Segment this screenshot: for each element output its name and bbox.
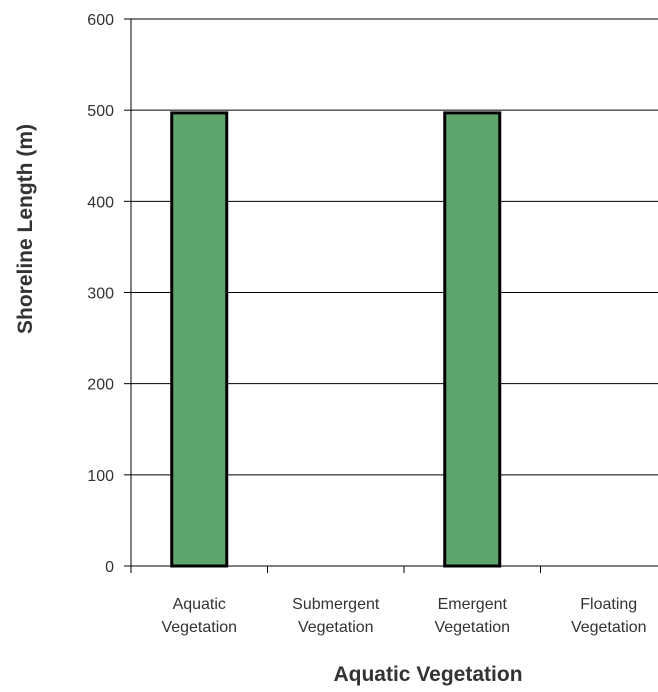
y-tick-label: 100	[87, 468, 114, 485]
x-tick-label: Submergent Vegetation	[292, 596, 380, 636]
x-tick-label: Aquatic Vegetation	[161, 596, 237, 636]
y-tick-label: 400	[87, 194, 114, 211]
bar	[443, 111, 502, 568]
axes	[124, 18, 658, 573]
y-tick-label: 500	[87, 103, 114, 120]
y-tick-labels: 0 100 200 300 400 500 600	[87, 12, 114, 576]
bars	[170, 111, 502, 568]
x-axis-title: Aquatic Vegetation	[333, 663, 522, 686]
y-tick-label: 600	[87, 12, 114, 29]
x-tick-labels: Aquatic Vegetation Submergent Vegetation Eme…	[161, 596, 646, 636]
x-tick-label: Floating Vegetation	[571, 596, 647, 636]
y-tick-label: 300	[87, 286, 114, 303]
x-tick-label: Emergent Vegetation	[434, 596, 510, 636]
y-tick-label: 0	[105, 559, 114, 576]
bar	[170, 111, 229, 568]
y-axis-title: Shoreline Length (m)	[14, 124, 37, 334]
y-tick-label: 200	[87, 377, 114, 394]
